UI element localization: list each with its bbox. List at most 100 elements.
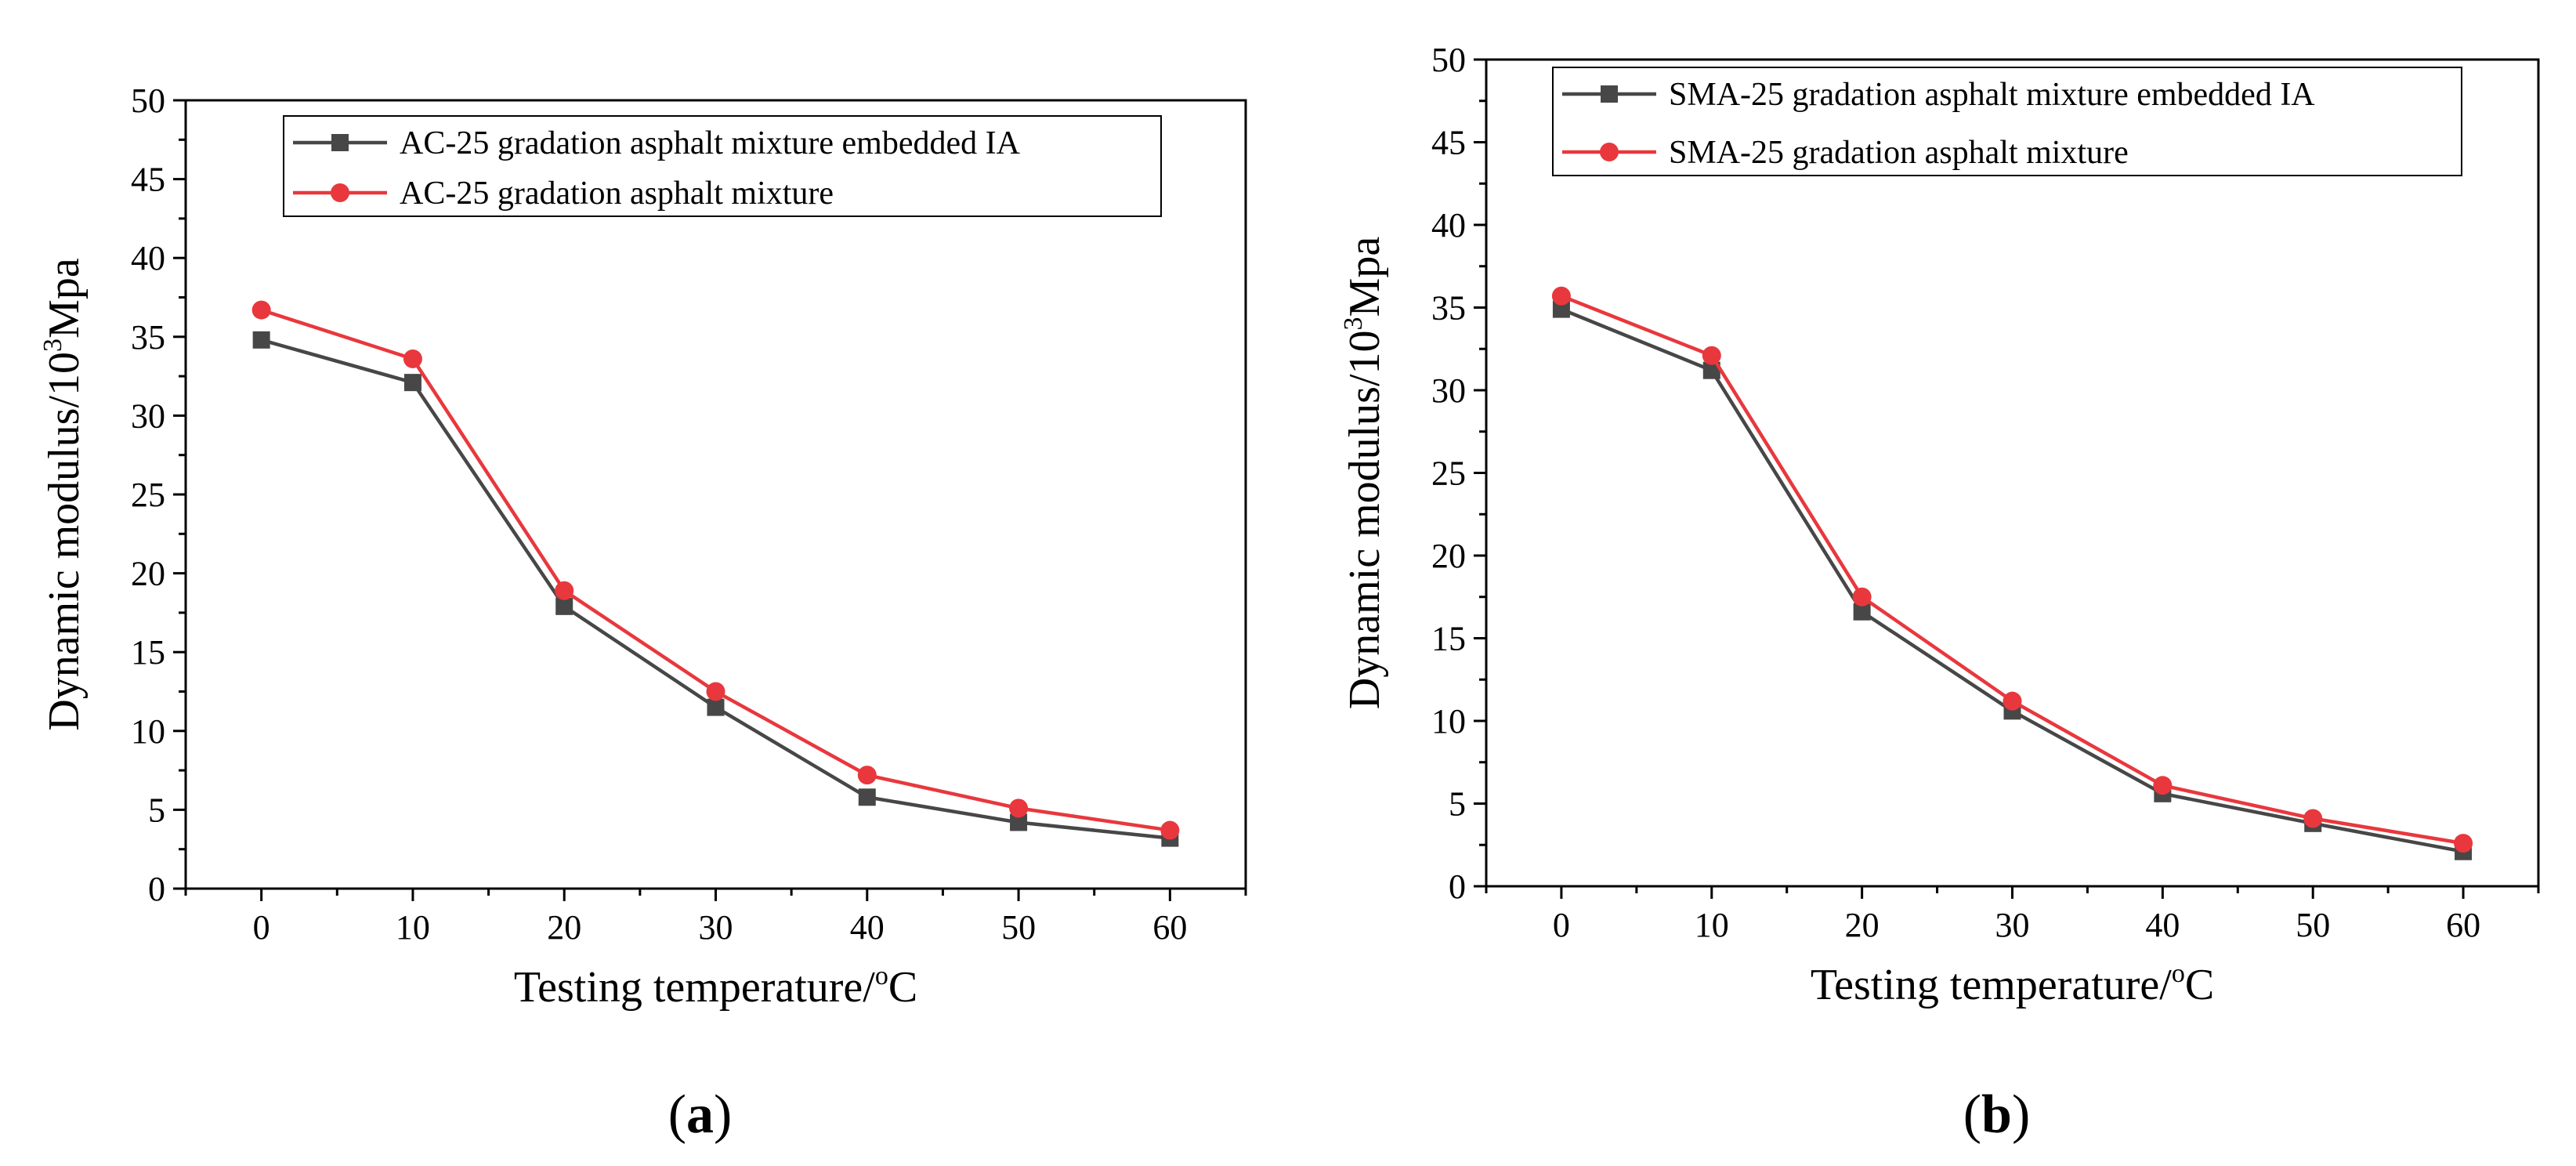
data-point-circle <box>1009 798 1029 818</box>
x-axis-title-text: Testing temperature/ <box>514 963 875 1012</box>
y-axis-title-text: Dynamic modulus/10 <box>1340 330 1389 709</box>
panel-label-close: ) <box>2012 1085 2030 1145</box>
y-axis-title-unit: Mpa <box>40 258 89 339</box>
x-tick-label: 20 <box>547 908 581 947</box>
x-tick-label: 50 <box>2296 906 2330 944</box>
y-axis-title-sup: 3 <box>38 339 67 352</box>
data-point-circle <box>1160 820 1180 840</box>
y-tick-label: 40 <box>1431 206 1466 244</box>
x-tick-label: 40 <box>850 908 885 947</box>
panel-label-letter: a <box>686 1085 714 1145</box>
series-line-1 <box>1561 307 2464 853</box>
data-point-square <box>1702 361 1720 379</box>
x-tick-label: 50 <box>1001 908 1036 947</box>
data-point-square <box>1010 813 1028 831</box>
legend-label: AC-25 gradation asphalt mixture <box>400 176 834 212</box>
data-point-square <box>707 698 725 716</box>
legend-marker-circle <box>1600 143 1619 161</box>
y-axis-title-unit: Mpa <box>1340 237 1389 317</box>
data-point-circle <box>1702 346 1721 365</box>
chart-panel-b: 0 5 10 15 20 25 30 35 40 45 50 0 10 20 30 40 50 60 SMA-25 … <box>1339 41 2540 1145</box>
series-line-1 <box>261 338 1170 840</box>
plot-frame <box>1485 58 2540 888</box>
x-axis-title-unit: C <box>888 963 917 1012</box>
data-point-circle <box>2303 809 2323 828</box>
y-tick-label: 25 <box>131 476 165 514</box>
y-tick-label: 30 <box>1431 371 1466 410</box>
y-tick-label: 50 <box>1431 41 1466 79</box>
data-point-circle <box>403 349 422 368</box>
y-axis-title-sup: 3 <box>1339 317 1368 330</box>
data-point-circle <box>2153 776 2173 795</box>
x-tick-label: 40 <box>2145 906 2180 944</box>
x-tick-label: 60 <box>2446 906 2480 944</box>
data-point-circle <box>251 300 271 320</box>
y-tick-label: 0 <box>1449 867 1466 906</box>
data-point-square <box>555 597 573 615</box>
y-tick-label: 10 <box>131 712 165 751</box>
y-tick-label: 5 <box>148 791 165 829</box>
y-tick-label: 20 <box>1431 537 1466 575</box>
y-tick-label: 25 <box>1431 454 1466 493</box>
data-point-circle <box>857 766 877 785</box>
y-tick-label: 40 <box>131 239 165 277</box>
x-axis-title: Testing temperature/oC <box>514 961 917 1012</box>
y-axis-title: Dynamic modulus/103Mpa <box>1339 237 1389 710</box>
legend-box <box>1552 67 2462 176</box>
data-point-circle <box>2003 691 2022 711</box>
y-tick-label: 20 <box>131 555 165 593</box>
x-tick-label: 10 <box>1695 906 1729 944</box>
x-tick-label: 0 <box>1553 906 1570 944</box>
x-axis-title-sup: o <box>875 961 888 990</box>
plot-frame <box>184 99 1247 890</box>
x-tick-label: 20 <box>1845 906 1880 944</box>
legend-label: SMA-25 gradation asphalt mixture <box>1669 135 2129 171</box>
y-tick-label: 45 <box>1431 124 1466 162</box>
x-tick-label: 10 <box>396 908 430 947</box>
x-tick-label: 30 <box>699 908 733 947</box>
y-tick-label: 35 <box>1431 289 1466 328</box>
data-point-square <box>858 788 876 806</box>
y-tick-label: 30 <box>131 397 165 435</box>
data-point-circle <box>555 581 574 600</box>
x-axis-title-sup: o <box>2172 959 2185 988</box>
panel-label-letter: b <box>1981 1085 2012 1145</box>
panel-label-open: ( <box>1963 1085 1981 1145</box>
panel-label-close: ) <box>714 1085 732 1145</box>
legend-marker-square <box>331 134 349 151</box>
data-point-circle <box>1852 587 1872 607</box>
y-tick-label: 0 <box>148 870 165 908</box>
y-tick-label: 15 <box>1431 620 1466 658</box>
series-line-2 <box>1561 294 2464 846</box>
panel-label: (a) <box>668 1085 733 1145</box>
legend-label: SMA-25 gradation asphalt mixture embedde… <box>1669 77 2315 113</box>
x-tick-label: 60 <box>1152 908 1187 947</box>
x-axis-title-text: Testing temperature/ <box>1811 961 2172 1009</box>
y-axis-title-text: Dynamic modulus/10 <box>40 352 89 731</box>
data-point-square <box>1552 300 1570 318</box>
data-point-circle <box>1551 286 1571 306</box>
x-tick-label: 30 <box>1995 906 2030 944</box>
series-line-2 <box>260 308 1170 832</box>
y-tick-label: 10 <box>1431 702 1466 741</box>
x-axis-title-unit: C <box>2185 961 2214 1009</box>
x-tick-label: 0 <box>253 908 270 947</box>
legend-box <box>283 115 1162 217</box>
chart-panel-a: 0 5 10 15 20 25 30 35 40 45 50 0 10 20 30 40 50 60 AC-25 g… <box>38 81 1247 1145</box>
y-tick-label: 45 <box>131 161 165 199</box>
legend-marker-square <box>1601 85 1618 103</box>
panel-label-open: ( <box>668 1085 686 1145</box>
y-axis-title: Dynamic modulus/103Mpa <box>38 258 89 731</box>
x-axis-title: Testing temperature/oC <box>1811 959 2214 1009</box>
legend-marker-circle <box>331 183 349 202</box>
data-point-square <box>252 331 270 349</box>
legend-label: AC-25 gradation asphalt mixture embedded… <box>400 125 1021 161</box>
data-point-square <box>403 374 421 392</box>
panel-label: (b) <box>1963 1085 2031 1145</box>
data-point-square <box>1853 603 1871 621</box>
data-point-circle <box>2454 834 2473 853</box>
y-tick-label: 5 <box>1449 785 1466 824</box>
y-tick-label: 15 <box>131 633 165 672</box>
y-tick-label: 35 <box>131 318 165 357</box>
